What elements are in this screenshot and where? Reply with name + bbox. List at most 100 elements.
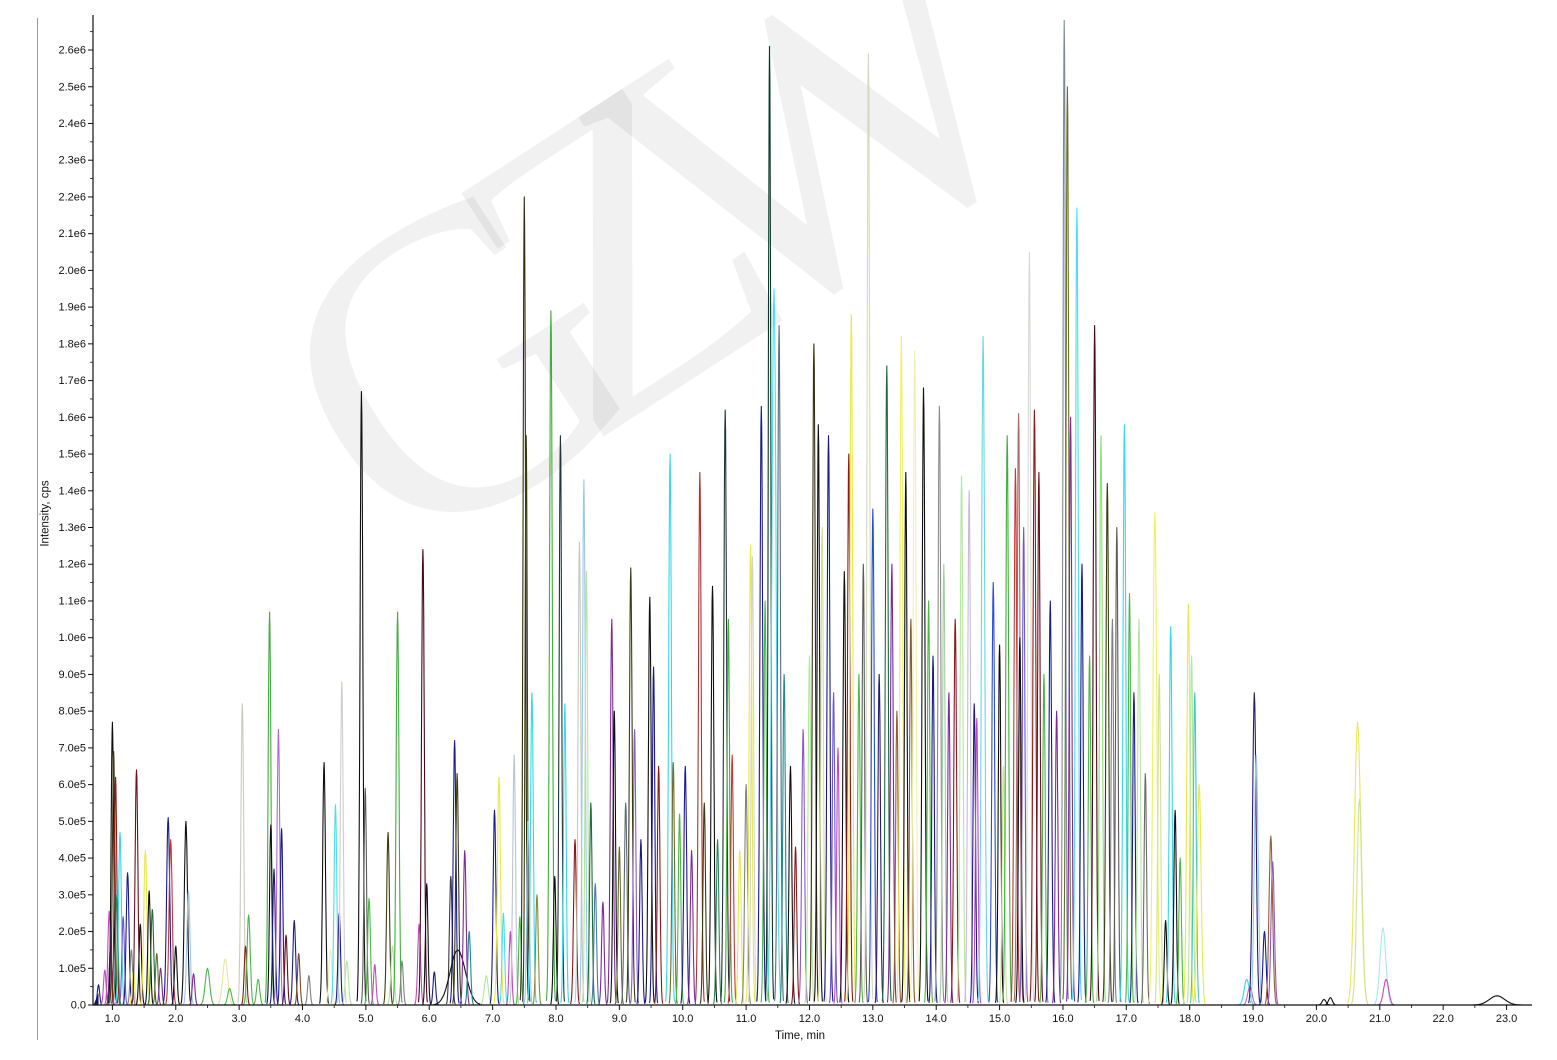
peak-trace [586, 802, 596, 1004]
peak-trace [152, 953, 162, 1006]
peak-trace [1140, 773, 1150, 1004]
peak-trace [727, 754, 737, 1004]
peak-trace [680, 765, 691, 1004]
y-tick-label: 2.6e6 [58, 45, 86, 57]
peak-trace [422, 883, 432, 1005]
y-tick-label: 3.0e5 [58, 889, 86, 901]
peak-trace [1324, 997, 1337, 1006]
x-tick-label: 18.0 [1179, 1013, 1200, 1025]
peak-trace [1112, 526, 1122, 1003]
peak-trace [112, 894, 122, 1005]
peak-trace [294, 953, 304, 1006]
peak-trace [934, 405, 945, 1002]
peak-trace [1133, 618, 1145, 1003]
peak-trace [854, 673, 864, 1004]
x-tick-label: 3.0 [231, 1013, 246, 1025]
peak-trace [135, 923, 145, 1005]
peak-trace [1472, 995, 1522, 1006]
peak-trace [839, 571, 850, 1003]
x-tick-label: 22.0 [1432, 1013, 1453, 1025]
peak-trace [578, 479, 589, 1002]
y-tick-label: 1.7e6 [58, 375, 86, 387]
x-tick-label: 17.0 [1116, 1013, 1137, 1025]
peak-trace [1175, 857, 1185, 1005]
peak-trace [863, 53, 874, 1000]
peak-trace [560, 703, 570, 1004]
peak-trace [200, 967, 215, 1006]
peak-trace [994, 644, 1005, 1003]
peak-trace [590, 883, 600, 1005]
peak-trace [1002, 435, 1013, 1002]
x-tick-label: 9.0 [612, 1013, 627, 1025]
peak-trace [281, 934, 291, 1005]
peak-trace [790, 846, 801, 1005]
peak-trace [1029, 409, 1040, 1002]
peak-trace [723, 618, 733, 1003]
y-axis-title: Intensity, cps [39, 480, 52, 547]
peak-trace [532, 894, 542, 1005]
x-tick-label: 7.0 [485, 1013, 500, 1025]
peak-trace [131, 769, 142, 1004]
peak-trace [273, 728, 284, 1004]
peak-trace [1154, 673, 1165, 1004]
peak-trace [364, 897, 374, 1005]
peak-trace [1107, 618, 1117, 1003]
peak-trace [114, 831, 126, 1005]
y-tick-label: 2.0e6 [58, 265, 86, 277]
peak-trace [324, 949, 336, 1006]
peak-trace [452, 773, 463, 1004]
peak-trace [779, 673, 789, 1004]
peak-trace [909, 350, 920, 1002]
x-tick-label: 5.0 [358, 1013, 373, 1025]
x-tick-label: 12.0 [799, 1013, 820, 1025]
peak-trace [956, 475, 967, 1002]
x-tick-label: 23.0 [1496, 1013, 1517, 1025]
peak-trace [336, 681, 347, 1004]
peak-trace [122, 872, 133, 1005]
peak-trace [668, 762, 678, 1004]
peak-trace [846, 313, 857, 1001]
peak-trace [1077, 563, 1087, 1003]
peak-trace [766, 288, 782, 1001]
peak-trace [1192, 784, 1206, 1004]
peak-trace [360, 787, 370, 1004]
peak-trace [1089, 324, 1100, 1001]
peak-trace [988, 582, 999, 1003]
peak-trace [489, 809, 500, 1004]
peak-trace [892, 710, 902, 1004]
y-tick-label: 0.0 [71, 1000, 86, 1012]
peak-trace [867, 508, 878, 1003]
peak-trace [747, 556, 758, 1003]
peak-trace [109, 751, 119, 1004]
peak-trace [756, 405, 767, 1002]
peak-trace [498, 912, 508, 1005]
origin-marker [93, 993, 99, 1005]
peak-trace [574, 541, 585, 1003]
peak-trace [694, 471, 705, 1002]
peak-trace [844, 453, 854, 1002]
y-tick-label: 2.5e6 [58, 81, 86, 93]
x-tick-label: 1.0 [105, 1013, 120, 1025]
peak-trace [620, 802, 631, 1004]
peak-trace [808, 343, 819, 1002]
peak-trace [1124, 593, 1135, 1003]
y-tick-label: 6.0e5 [58, 779, 86, 791]
peak-trace [505, 930, 515, 1005]
y-tick-label: 1.5e6 [58, 449, 86, 461]
peak-trace [387, 945, 398, 1006]
peak-trace [923, 600, 934, 1003]
peak-trace [804, 655, 815, 1003]
peak-trace [237, 703, 248, 1004]
peak-trace [712, 839, 723, 1005]
peak-trace [699, 802, 709, 1004]
peak-trace [433, 949, 483, 1006]
peak-trace [189, 973, 198, 1006]
x-tick-label: 16.0 [1052, 1013, 1073, 1025]
y-axis-ticks: 0.0 1.0e5 2.0e5 3.0e5 4.0e5 5.0e5 6.0e5 7.0e5 8.… [58, 31, 93, 1012]
x-axis-ticks: 1.0 2.0 3.0 4.0 5.0 6.0 7.0 8.0 9.0 10.0 11.0 12.0 1… [105, 1005, 1517, 1025]
peak-trace [1258, 930, 1270, 1005]
y-tick-label: 5.0e5 [58, 816, 86, 828]
x-tick-label: 2.0 [168, 1013, 183, 1025]
peak-trace [397, 960, 407, 1006]
peak-trace [147, 908, 158, 1005]
